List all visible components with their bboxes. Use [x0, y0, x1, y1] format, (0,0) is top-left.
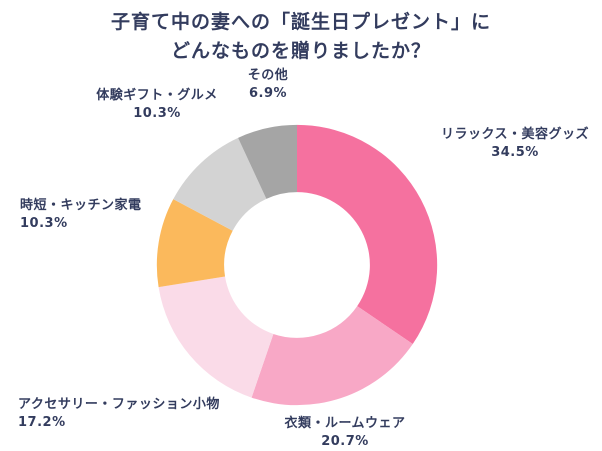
segment-label-experience-gourmet: 体験ギフト・グルメ 10.3% — [80, 87, 234, 123]
segment-percent-text: 10.3% — [20, 216, 68, 232]
segment-percent-text: 10.3% — [133, 106, 181, 122]
segment-label-text: 体験ギフト・グルメ — [96, 88, 218, 103]
segment-percent-text: 20.7% — [321, 434, 369, 450]
donut-segment — [238, 124, 297, 199]
donut-segment — [173, 137, 267, 231]
donut-chart — [156, 124, 438, 406]
donut-segment — [158, 276, 274, 398]
donut-segment — [297, 124, 438, 345]
segment-percent-text: 6.9% — [248, 86, 288, 102]
segment-label-kitchen-appliances: 時短・キッチン家電 10.3% — [20, 197, 142, 233]
segment-label-text: リラックス・美容グッズ — [440, 127, 590, 142]
segment-percent-text: 17.2% — [18, 415, 66, 431]
segment-percent-text: 34.5% — [491, 145, 539, 161]
donut-segment — [156, 199, 233, 288]
segment-label-accessories-fashion: アクセサリー・ファッション小物 17.2% — [18, 396, 220, 432]
segment-label-text: その他 — [247, 68, 289, 83]
segment-label-text: アクセサリー・ファッション小物 — [18, 397, 220, 412]
donut-segment — [251, 306, 413, 406]
segment-label-relax-beauty: リラックス・美容グッズ 34.5% — [432, 126, 598, 162]
segment-label-text: 衣類・ルームウェア — [284, 416, 406, 431]
chart-title-line2: どんなものを贈りましたか？ — [170, 39, 431, 62]
segment-label-text: 時短・キッチン家電 — [20, 198, 142, 213]
chart-title: 子育て中の妻への「誕生日プレゼント」に どんなものを贈りましたか？ — [0, 8, 602, 65]
chart-title-line1: 子育て中の妻への「誕生日プレゼント」に — [110, 11, 491, 33]
segment-label-other: その他 6.9% — [216, 67, 320, 103]
segment-label-clothing-roomwear: 衣類・ルームウェア 20.7% — [263, 415, 427, 451]
